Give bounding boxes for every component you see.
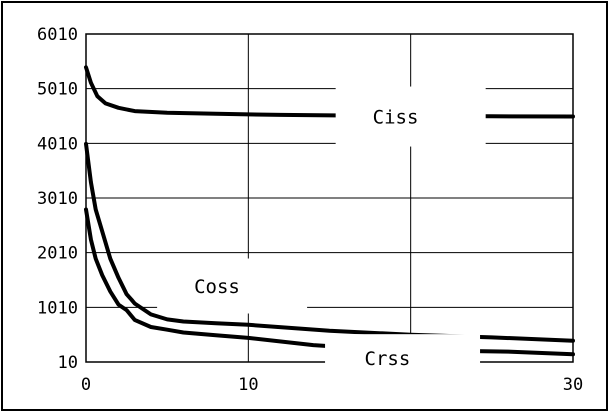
series-label-bg-crss <box>325 334 481 383</box>
y-tick-label: 3010 <box>37 189 78 209</box>
x-tick-label: 30 <box>563 375 583 395</box>
series-label-coss: Coss <box>194 276 240 298</box>
y-tick-label: 1010 <box>37 298 78 318</box>
series-label-bg-coss <box>157 258 308 314</box>
series-labels: Ciss Coss Crss <box>157 86 486 383</box>
y-tick-label: 4010 <box>37 134 78 154</box>
chart-frame <box>1 1 608 411</box>
y-tick-label: 5010 <box>37 80 78 100</box>
y-tick-label: 10 <box>58 353 78 373</box>
x-tick-label: 0 <box>81 375 91 395</box>
y-tick-label: 2010 <box>37 244 78 264</box>
y-tick-label: 6010 <box>37 25 78 45</box>
x-tick-label: 10 <box>238 375 258 395</box>
series-label-ciss: Ciss <box>373 107 419 129</box>
series-label-crss: Crss <box>365 348 411 370</box>
series-label-bg-ciss <box>335 86 486 147</box>
series-line-coss <box>84 141 575 343</box>
